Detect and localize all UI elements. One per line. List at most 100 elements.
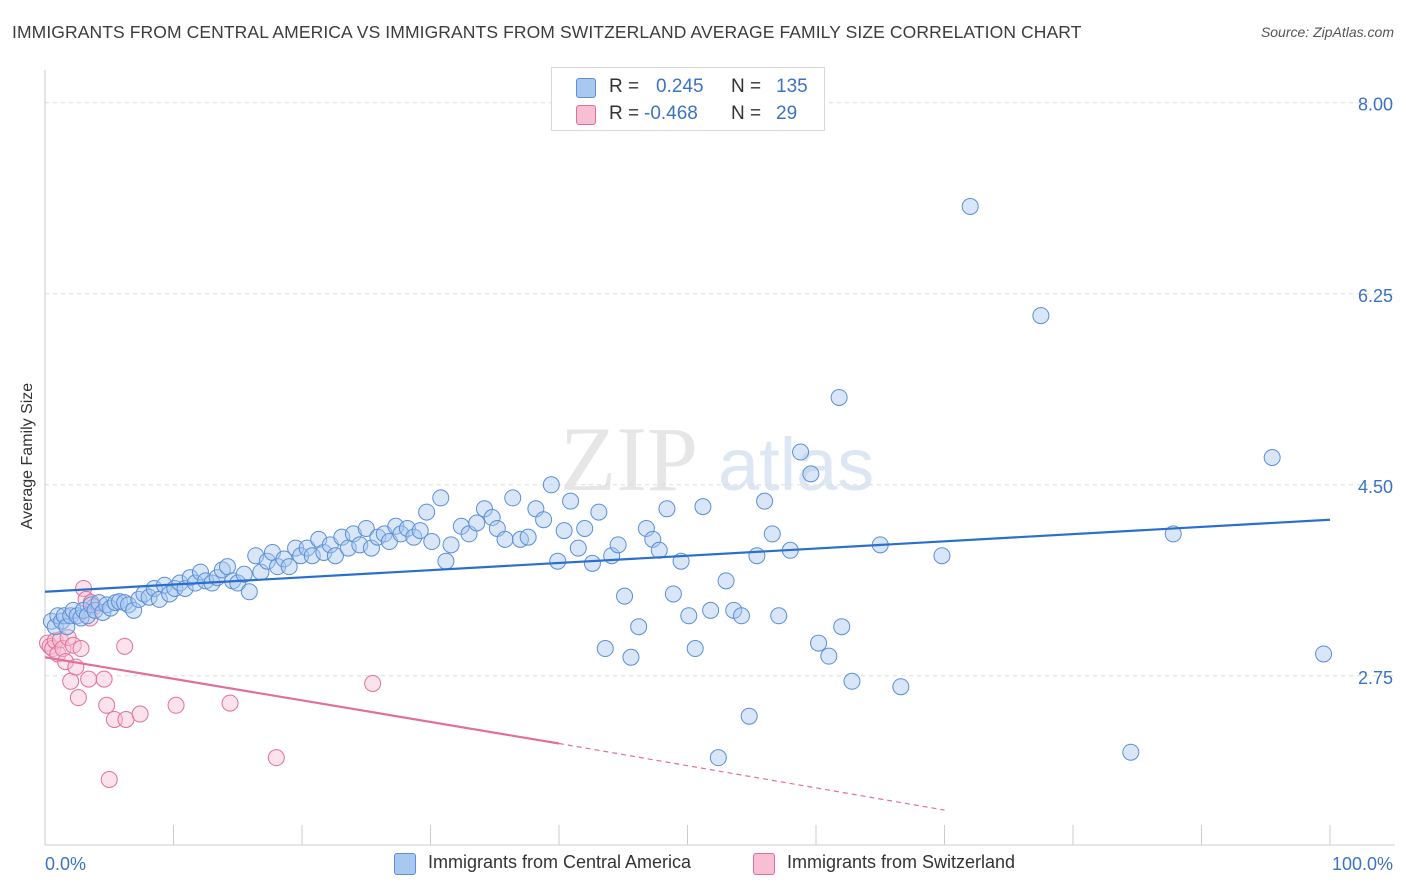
data-point-central-america xyxy=(411,522,429,540)
data-point-central-america xyxy=(549,552,567,570)
data-point-central-america xyxy=(326,547,344,565)
data-point-central-america xyxy=(1032,307,1050,325)
data-point-central-america xyxy=(843,672,861,690)
data-point-switzerland xyxy=(117,710,135,728)
data-point-central-america xyxy=(830,388,848,406)
data-point-central-america xyxy=(418,503,436,521)
data-point-switzerland xyxy=(221,694,239,712)
watermark-zip: ZIP xyxy=(560,408,698,510)
data-point-central-america xyxy=(650,541,668,559)
source-credit: Source: ZipAtlas.com xyxy=(1260,24,1394,40)
data-point-central-america xyxy=(644,530,662,548)
data-point-central-america xyxy=(596,640,614,658)
chart-title: IMMIGRANTS FROM CENTRAL AMERICA VS IMMIG… xyxy=(12,22,1082,42)
data-point-central-america xyxy=(519,528,537,546)
data-point-central-america xyxy=(344,525,362,543)
data-point-central-america xyxy=(94,604,112,621)
n-value: 29 xyxy=(776,103,798,124)
data-point-switzerland xyxy=(131,705,149,723)
data-point-central-america xyxy=(802,465,820,483)
legend-swatch-blue xyxy=(576,78,596,98)
data-point-central-america xyxy=(609,536,627,554)
data-point-central-america xyxy=(933,547,951,565)
data-point-central-america xyxy=(562,492,580,510)
data-point-central-america xyxy=(362,539,380,557)
legend-swatch-pink xyxy=(576,105,596,125)
data-point-central-america xyxy=(58,618,76,636)
x-tick-label-min: 0.0% xyxy=(45,854,86,874)
data-point-central-america xyxy=(218,558,236,576)
data-point-switzerland xyxy=(72,640,90,658)
data-point-switzerland xyxy=(54,640,72,658)
data-point-central-america xyxy=(709,749,727,767)
data-point-central-america xyxy=(664,585,682,603)
data-point-central-america xyxy=(686,640,704,658)
data-point-central-america xyxy=(892,678,910,696)
data-point-switzerland xyxy=(95,670,113,688)
data-point-central-america xyxy=(432,489,450,507)
data-point-central-america xyxy=(569,539,587,557)
data-point-central-america xyxy=(702,601,720,619)
data-point-central-america xyxy=(258,552,276,570)
y-tick-labels: 2.75 4.50 6.25 8.00 xyxy=(1358,95,1393,688)
data-point-switzerland xyxy=(116,637,134,655)
data-point-central-america xyxy=(770,607,788,625)
data-point-central-america xyxy=(756,492,774,510)
data-point-central-america xyxy=(535,511,553,529)
y-tick-label: 2.75 xyxy=(1358,668,1393,688)
data-point-central-america xyxy=(732,607,750,625)
data-point-central-america xyxy=(694,498,712,516)
data-point-central-america xyxy=(120,596,138,614)
legend-label: Immigrants from Central America xyxy=(428,852,692,872)
data-point-central-america xyxy=(437,552,455,570)
x-ticks xyxy=(44,825,1331,845)
data-point-central-america xyxy=(792,443,810,461)
data-point-switzerland xyxy=(69,689,87,707)
n-label: N = xyxy=(731,76,762,97)
trend-lines xyxy=(44,518,1331,811)
data-point-central-america xyxy=(161,585,179,603)
data-point-switzerland xyxy=(80,670,98,688)
data-point-central-america xyxy=(820,647,838,665)
data-point-central-america xyxy=(504,489,522,507)
legend-swatch-pink xyxy=(753,853,775,875)
data-point-central-america xyxy=(235,565,253,583)
data-point-central-america xyxy=(405,528,423,546)
data-point-central-america xyxy=(576,519,594,537)
data-point-central-america xyxy=(213,561,231,579)
legend-label: Immigrants from Switzerland xyxy=(787,852,1016,872)
data-point-central-america xyxy=(810,634,828,652)
watermark-atlas: atlas xyxy=(718,423,874,506)
data-point-central-america xyxy=(680,607,698,625)
data-point-central-america xyxy=(616,587,634,605)
data-point-central-america xyxy=(398,519,416,537)
data-point-central-america xyxy=(555,522,573,540)
y-tick-label: 8.00 xyxy=(1358,95,1393,115)
data-point-central-america xyxy=(658,500,676,518)
data-point-switzerland xyxy=(267,749,285,767)
data-point-switzerland xyxy=(98,696,116,714)
data-point-central-america xyxy=(637,519,655,537)
trend-line-switzerland xyxy=(44,656,560,745)
x-tick-label-max: 100.0% xyxy=(1332,854,1393,874)
data-point-central-america xyxy=(468,514,486,532)
data-point-central-america xyxy=(1315,645,1333,663)
data-point-central-america xyxy=(229,574,247,592)
axes xyxy=(44,70,1395,846)
data-point-central-america xyxy=(717,572,735,590)
correlation-legend: R = 0.245 N = 135 R = -0.468 N = 29 xyxy=(551,67,825,131)
data-point-switzerland xyxy=(364,674,382,692)
data-point-central-america xyxy=(763,525,781,543)
data-point-central-america xyxy=(630,618,648,636)
y-tick-label: 6.25 xyxy=(1358,286,1393,306)
data-point-central-america xyxy=(1263,449,1281,466)
data-point-central-america xyxy=(748,547,766,565)
data-point-central-america xyxy=(55,607,73,625)
data-point-switzerland xyxy=(62,672,80,690)
data-point-central-america xyxy=(483,509,501,527)
n-value: 135 xyxy=(776,76,808,97)
data-point-central-america xyxy=(740,707,758,725)
data-point-central-america xyxy=(542,476,560,494)
data-point-switzerland xyxy=(167,696,185,714)
